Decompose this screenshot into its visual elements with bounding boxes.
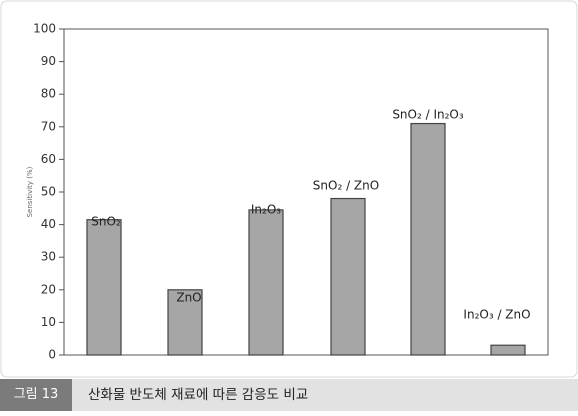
y-tick-label: 60 <box>41 152 56 166</box>
bar <box>490 344 526 356</box>
y-tick-label: 80 <box>41 87 56 101</box>
bar <box>167 289 203 356</box>
bar <box>410 122 446 356</box>
bar-label: SnO₂ <box>91 215 121 229</box>
caption: 그림 13 산화물 반도체 재료에 따른 감응도 비교 <box>0 379 578 411</box>
y-tick-label: 50 <box>41 185 56 199</box>
bar-label: In₂O₃ / ZnO <box>463 308 530 322</box>
bar-label: In₂O₃ <box>251 203 281 217</box>
y-tick-label: 0 <box>48 348 56 362</box>
bar-label: SnO₂ / ZnO <box>313 179 379 193</box>
y-tick-label: 90 <box>41 54 56 68</box>
bar <box>86 219 122 356</box>
chart: Sensitivity (%) 0 10 20 30 40 50 60 70 80 90 100 Sn… <box>0 0 578 378</box>
caption-number: 그림 13 <box>0 379 72 411</box>
y-axis-label: Sensitivity (%) <box>26 166 34 217</box>
caption-text: 산화물 반도체 재료에 따른 감응도 비교 <box>88 387 309 403</box>
y-tick-label: 30 <box>41 250 56 264</box>
bar-label: SnO₂ / In₂O₃ <box>392 108 464 122</box>
bar-label: ZnO <box>176 291 201 305</box>
y-tick-label: 100 <box>33 22 56 36</box>
y-tick-label: 20 <box>41 282 56 296</box>
y-tick-label: 10 <box>41 315 56 329</box>
bar <box>330 197 366 356</box>
bar <box>248 209 284 356</box>
y-tick-label: 40 <box>41 217 56 231</box>
y-tick-label: 70 <box>41 119 56 133</box>
